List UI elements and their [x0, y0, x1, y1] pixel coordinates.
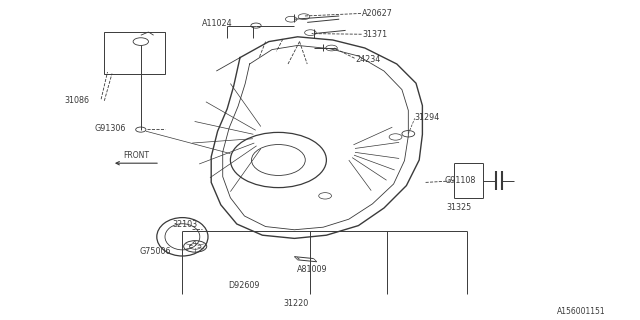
Bar [104, 32, 165, 74]
Text: A156001151: A156001151 [557, 307, 605, 316]
Text: 31371: 31371 [362, 30, 387, 39]
Text: 31325: 31325 [446, 203, 471, 212]
Text: G91306: G91306 [95, 124, 126, 133]
Text: G91108: G91108 [445, 176, 476, 185]
Text: 24234: 24234 [355, 55, 380, 64]
Text: 31086: 31086 [64, 96, 89, 105]
Text: A11024: A11024 [202, 19, 232, 28]
Text: 32103: 32103 [173, 220, 198, 229]
Text: A20627: A20627 [362, 9, 392, 18]
Text: G75006: G75006 [140, 247, 171, 256]
Text: A81009: A81009 [297, 265, 328, 274]
Text: 31220: 31220 [284, 299, 308, 308]
Text: 31294: 31294 [415, 113, 440, 122]
Text: D92609: D92609 [228, 281, 260, 290]
Text: FRONT: FRONT [124, 151, 149, 160]
